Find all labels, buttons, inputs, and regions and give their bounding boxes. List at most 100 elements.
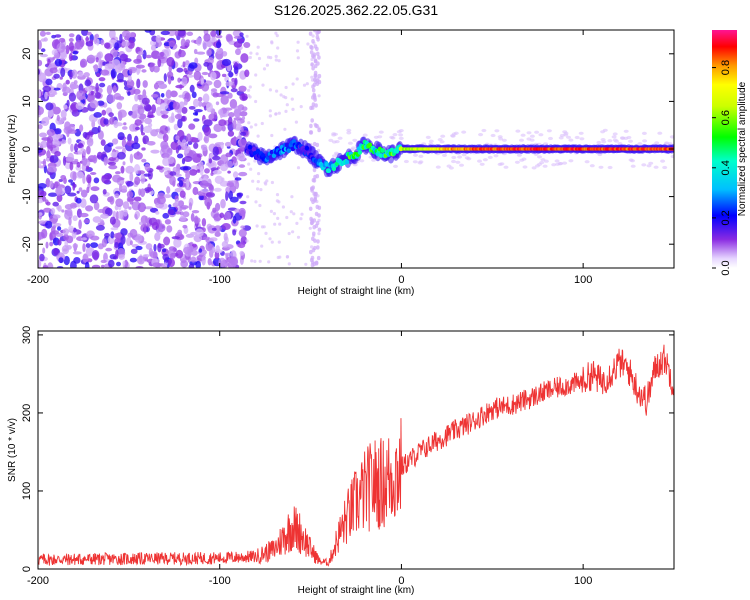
noise-blob (144, 30, 152, 33)
noise-blob (111, 59, 121, 69)
noise-blob (227, 116, 233, 125)
noise-blob (230, 88, 238, 93)
x-tick-label: -200 (27, 274, 49, 286)
noise-blob (64, 204, 74, 210)
noise-blob (115, 198, 124, 207)
noise-blob (245, 239, 249, 243)
noise-blob (114, 42, 119, 51)
noise-blob (425, 135, 431, 139)
noise-blob (155, 128, 161, 133)
noise-blob (105, 247, 113, 252)
noise-blob (285, 255, 290, 259)
noise-blob (134, 196, 142, 202)
noise-blob (568, 159, 574, 163)
y-tick-label: -20 (21, 236, 33, 252)
noise-blob (162, 49, 170, 58)
snr-x-axis-label: Height of straight line (km) (298, 585, 415, 596)
noise-blob (215, 34, 223, 39)
noise-blob (239, 111, 248, 117)
noise-blob (299, 217, 303, 221)
noise-blob (213, 79, 222, 89)
noise-blob (177, 200, 185, 207)
noise-blob (204, 197, 213, 208)
noise-blob (183, 98, 188, 106)
noise-blob (68, 38, 74, 42)
noise-blob (98, 59, 103, 69)
noise-blob (337, 136, 343, 140)
noise-blob (218, 119, 227, 127)
noise-blob (156, 106, 162, 117)
noise-blob (38, 260, 42, 268)
noise-blob (210, 37, 217, 43)
noise-blob (554, 159, 560, 163)
noise-blob (44, 91, 48, 100)
noise-blob (289, 210, 293, 214)
noise-blob (66, 99, 70, 108)
noise-blob (233, 35, 243, 39)
x-tick-label: 0 (398, 575, 404, 587)
noise-blob (135, 126, 140, 131)
noise-blob (191, 91, 197, 99)
colorbar-tick-label: 0.8 (720, 60, 732, 75)
noise-blob (214, 225, 222, 233)
noise-blob (309, 50, 314, 55)
noise-blob (455, 160, 461, 164)
noise-blob (153, 65, 160, 73)
signal-mark (271, 153, 277, 159)
noise-blob (57, 226, 62, 231)
noise-blob (54, 58, 63, 67)
noise-blob (38, 220, 47, 225)
noise-blob (597, 152, 603, 157)
noise-blob (562, 161, 568, 165)
noise-blob (191, 210, 200, 214)
noise-blob (117, 72, 124, 83)
noise-blob (119, 53, 128, 62)
noise-blob (311, 66, 315, 71)
noise-blob (210, 71, 217, 81)
noise-blob (178, 180, 184, 187)
noise-blob (285, 215, 289, 220)
noise-blob (170, 76, 175, 81)
noise-blob (86, 165, 90, 170)
colorbar-tick-label: 0.0 (720, 260, 732, 275)
noise-blob (39, 253, 45, 262)
noise-blob (84, 261, 90, 268)
noise-blob (91, 250, 100, 260)
noise-blob (312, 225, 317, 230)
noise-blob (177, 118, 183, 129)
noise-blob (253, 259, 257, 263)
noise-blob (308, 31, 313, 36)
noise-blob (538, 133, 544, 137)
noise-blob (253, 159, 257, 163)
noise-blob (600, 130, 606, 134)
noise-blob (461, 153, 467, 157)
y-tick-label: 20 (21, 48, 33, 60)
noise-blob (100, 259, 107, 264)
noise-blob (193, 98, 200, 108)
noise-blob (270, 133, 274, 138)
noise-blob (317, 79, 322, 85)
noise-blob (220, 95, 229, 105)
signal-mark (247, 144, 253, 150)
noise-blob (80, 189, 88, 198)
x-tick-label: 100 (574, 575, 592, 587)
noise-blob (175, 211, 182, 215)
noise-blob (40, 190, 47, 197)
noise-blob (84, 79, 92, 87)
noise-blob (233, 159, 237, 164)
noise-blob (110, 227, 119, 231)
noise-blob (188, 106, 196, 110)
noise-blob (546, 129, 552, 133)
noise-blob (61, 209, 65, 213)
noise-blob (146, 114, 155, 119)
noise-blob (63, 104, 68, 110)
noise-blob (206, 49, 212, 57)
noise-blob (108, 259, 115, 268)
noise-blob (134, 213, 138, 219)
noise-blob (225, 33, 233, 42)
noise-blob (315, 220, 320, 226)
noise-blob (100, 139, 106, 147)
noise-blob (268, 114, 272, 118)
noise-blob (310, 45, 314, 51)
noise-blob (49, 180, 54, 189)
